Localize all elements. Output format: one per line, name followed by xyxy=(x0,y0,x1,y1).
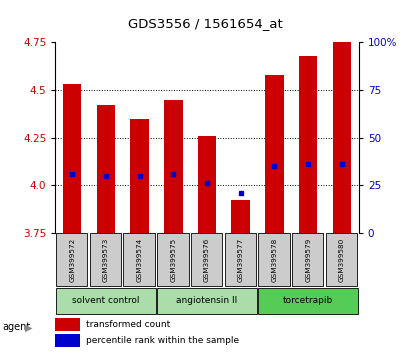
Text: ▶: ▶ xyxy=(25,322,33,332)
Text: GSM399578: GSM399578 xyxy=(271,238,277,282)
Bar xyxy=(191,233,222,286)
Bar xyxy=(55,318,79,331)
Bar xyxy=(291,233,323,286)
Text: transformed count: transformed count xyxy=(85,320,169,329)
Bar xyxy=(332,42,350,233)
Bar xyxy=(265,75,283,233)
Text: GSM399579: GSM399579 xyxy=(304,238,310,282)
Text: agent: agent xyxy=(2,322,30,332)
Bar xyxy=(55,333,79,347)
Text: GSM399575: GSM399575 xyxy=(170,238,176,282)
Text: angiotensin II: angiotensin II xyxy=(176,296,237,306)
Text: GSM399580: GSM399580 xyxy=(338,238,344,282)
Text: GSM399574: GSM399574 xyxy=(136,238,142,282)
Bar xyxy=(157,287,256,314)
Bar xyxy=(258,233,289,286)
Bar xyxy=(123,233,155,286)
Bar xyxy=(197,136,216,233)
Text: torcetrapib: torcetrapib xyxy=(282,296,333,306)
Bar xyxy=(90,233,121,286)
Bar xyxy=(97,105,115,233)
Text: GDS3556 / 1561654_at: GDS3556 / 1561654_at xyxy=(127,17,282,30)
Text: GSM399572: GSM399572 xyxy=(69,238,75,282)
Bar xyxy=(130,119,148,233)
Bar xyxy=(224,233,255,286)
Bar xyxy=(164,99,182,233)
Text: GSM399576: GSM399576 xyxy=(204,238,209,282)
Bar xyxy=(258,287,357,314)
Bar xyxy=(63,84,81,233)
Text: GSM399573: GSM399573 xyxy=(103,238,109,282)
Text: solvent control: solvent control xyxy=(72,296,139,306)
Bar xyxy=(56,287,155,314)
Bar xyxy=(157,233,188,286)
Bar xyxy=(325,233,356,286)
Bar xyxy=(231,200,249,233)
Text: percentile rank within the sample: percentile rank within the sample xyxy=(85,336,238,345)
Bar xyxy=(56,233,87,286)
Text: GSM399577: GSM399577 xyxy=(237,238,243,282)
Bar xyxy=(298,56,317,233)
